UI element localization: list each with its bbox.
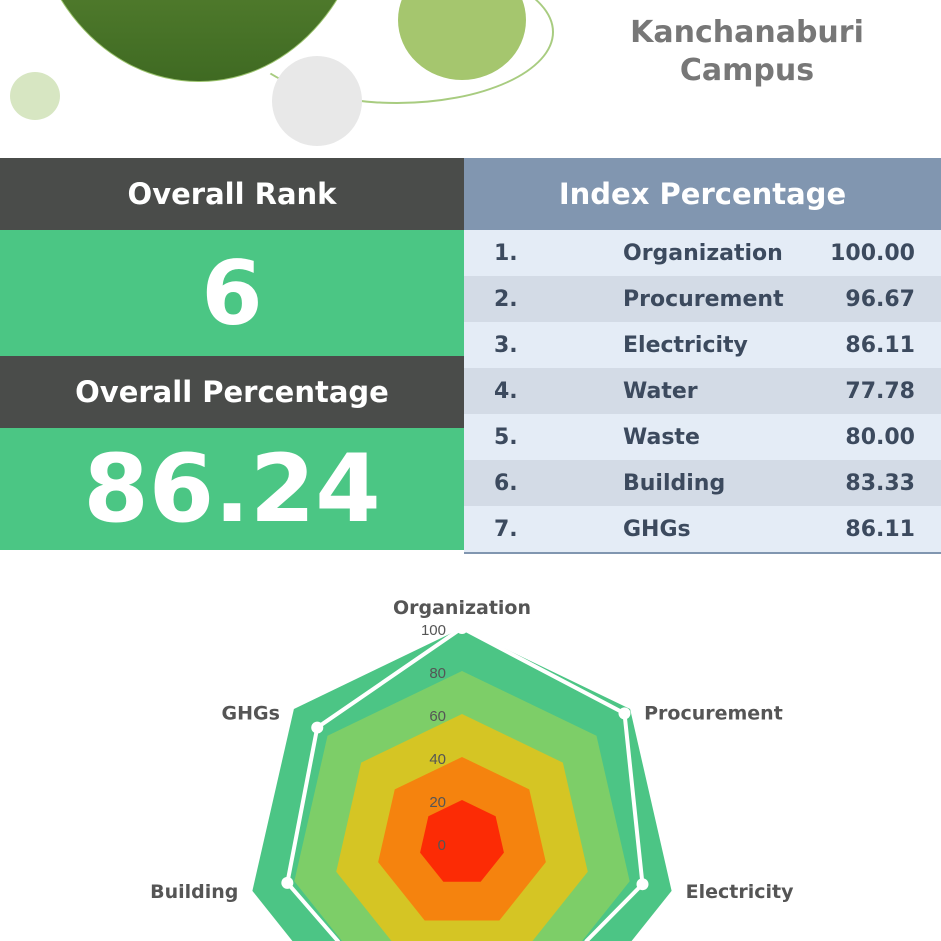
row-category: Building (623, 470, 726, 496)
radar-tick-label: 80 (429, 665, 446, 682)
index-percentage-header: Index Percentage (464, 158, 941, 230)
row-category: Waste (623, 424, 700, 450)
row-number: 7. (494, 516, 518, 542)
row-value: 86.11 (845, 516, 915, 542)
radar-tick-label: 20 (429, 794, 446, 811)
radar-series-line (622, 711, 645, 887)
radar-axis-label: Electricity (686, 881, 794, 903)
radar-series-line (460, 626, 627, 716)
row-number: 6. (494, 470, 518, 496)
radar-series-line (285, 725, 320, 885)
row-number: 5. (494, 424, 518, 450)
radar-data-point (456, 622, 468, 634)
radar-axis-label: Procurement (644, 703, 783, 725)
row-category: Electricity (623, 332, 748, 358)
table-row: 2. Procurement 96.67 (464, 276, 941, 322)
radar-tick-label: 40 (429, 751, 446, 768)
radar-tick-label: 100 (421, 622, 446, 639)
overall-rank-header: Overall Rank (0, 158, 464, 230)
row-value: 77.78 (845, 378, 915, 404)
row-value: 96.67 (845, 286, 915, 312)
radar-band (420, 800, 504, 882)
overall-percentage-value: 86.24 (0, 428, 464, 550)
row-number: 2. (494, 286, 518, 312)
table-row: 4. Water 77.78 (464, 368, 941, 414)
radar-series-line (285, 880, 340, 941)
overall-rank-value: 6 (0, 230, 464, 356)
table-row: 3. Electricity 86.11 (464, 322, 941, 368)
row-category: Organization (623, 240, 783, 266)
radar-data-point (311, 721, 324, 734)
radar-tick-label: 60 (429, 708, 446, 725)
radar-data-point (281, 876, 294, 889)
index-table: 1. Organization 100.00 2. Procurement 96.67 … (464, 230, 941, 554)
radar-series-line (315, 626, 464, 730)
radar-data-point (636, 878, 649, 891)
row-value: 100.00 (830, 240, 915, 266)
overall-percentage-header: Overall Percentage (0, 356, 464, 428)
table-row: 7. GHGs 86.11 (464, 506, 941, 552)
radar-axis-label: GHGs (221, 703, 279, 725)
table-row: 6. Building 83.33 (464, 460, 941, 506)
row-category: Procurement (623, 286, 784, 312)
radar-chart: 0 20 40 60 80 100 Organization Procurement Elect… (150, 597, 794, 941)
row-value: 86.11 (845, 332, 915, 358)
campus-title: Kanchanaburi Campus (630, 15, 864, 88)
row-value: 83.33 (845, 470, 915, 496)
row-number: 1. (494, 240, 518, 266)
radar-axis-label: Building (150, 881, 238, 903)
row-value: 80.00 (845, 424, 915, 450)
row-category: GHGs (623, 516, 691, 542)
table-row: 1. Organization 100.00 (464, 230, 941, 276)
decorative-circle (272, 56, 362, 146)
row-number: 4. (494, 378, 518, 404)
row-category: Water (623, 378, 698, 404)
radar-data-point (618, 707, 631, 720)
decorative-circle (10, 72, 60, 120)
radar-axis-label: Organization (393, 597, 531, 619)
row-number: 3. (494, 332, 518, 358)
radar-tick-label: 0 (438, 837, 446, 854)
radar-series-line (584, 882, 645, 941)
table-row: 5. Waste 80.00 (464, 414, 941, 460)
